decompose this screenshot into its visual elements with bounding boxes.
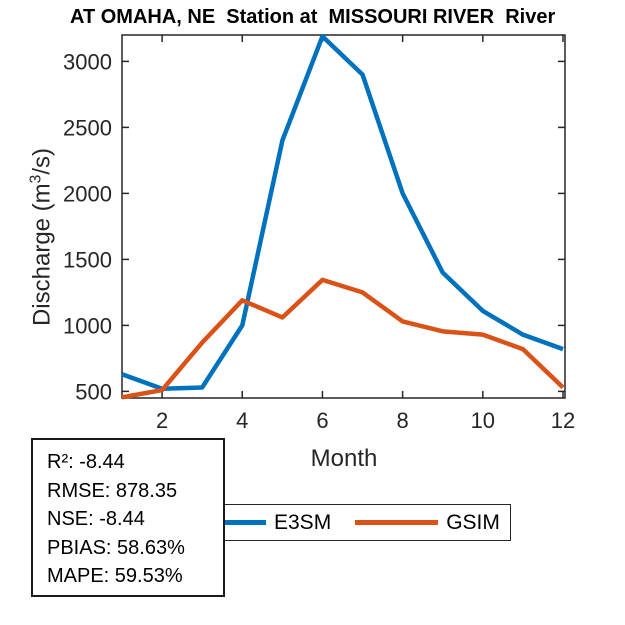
stat-pbias: PBIAS: 58.63% <box>47 536 185 559</box>
legend-label-e3sm: E3SM <box>274 510 332 534</box>
x-tick-label: 2 <box>156 408 168 433</box>
y-tick-label: 1000 <box>63 313 112 338</box>
chart-title: AT OMAHA, NE Station at MISSOURI RIVER R… <box>70 6 556 28</box>
stat-rmse: RMSE: 878.35 <box>47 479 178 502</box>
y-ticks: 500 1000 1500 2000 2500 3000 <box>63 49 565 404</box>
x-tick-label: 8 <box>397 408 409 433</box>
x-tick-label: 10 <box>471 408 495 433</box>
stats-annotation-box: R²: -8.44 RMSE: 878.35 NSE: -8.44 PBIAS:… <box>31 438 225 597</box>
y-tick-label: 500 <box>75 379 112 404</box>
stat-mape: MAPE: 59.53% <box>47 565 183 587</box>
series-line-e3sm <box>121 34 564 392</box>
series-line-gsim <box>121 277 565 400</box>
y-axis-label: Discharge (m3/s) <box>27 147 56 327</box>
gsim-line-swatch <box>355 520 439 525</box>
y-tick-label: 1500 <box>63 247 112 272</box>
legend-box: E3SM GSIM <box>172 504 511 541</box>
y-tick-label: 2500 <box>63 115 112 140</box>
x-ticks: 2 4 6 8 10 12 <box>156 35 575 433</box>
y-tick-label: 2000 <box>63 181 112 206</box>
legend-entry-gsim: GSIM <box>355 511 500 535</box>
x-axis-label: Month <box>310 445 378 472</box>
x-tick-label: 4 <box>236 408 248 433</box>
axes-box <box>121 34 566 399</box>
y-tick-label: 3000 <box>63 49 112 74</box>
stat-nse: NSE: -8.44 <box>47 508 145 530</box>
stat-r2: R²: -8.44 <box>47 451 125 473</box>
legend-label-gsim: GSIM <box>446 510 500 534</box>
x-tick-label: 12 <box>551 408 575 433</box>
x-tick-label: 6 <box>316 408 328 433</box>
